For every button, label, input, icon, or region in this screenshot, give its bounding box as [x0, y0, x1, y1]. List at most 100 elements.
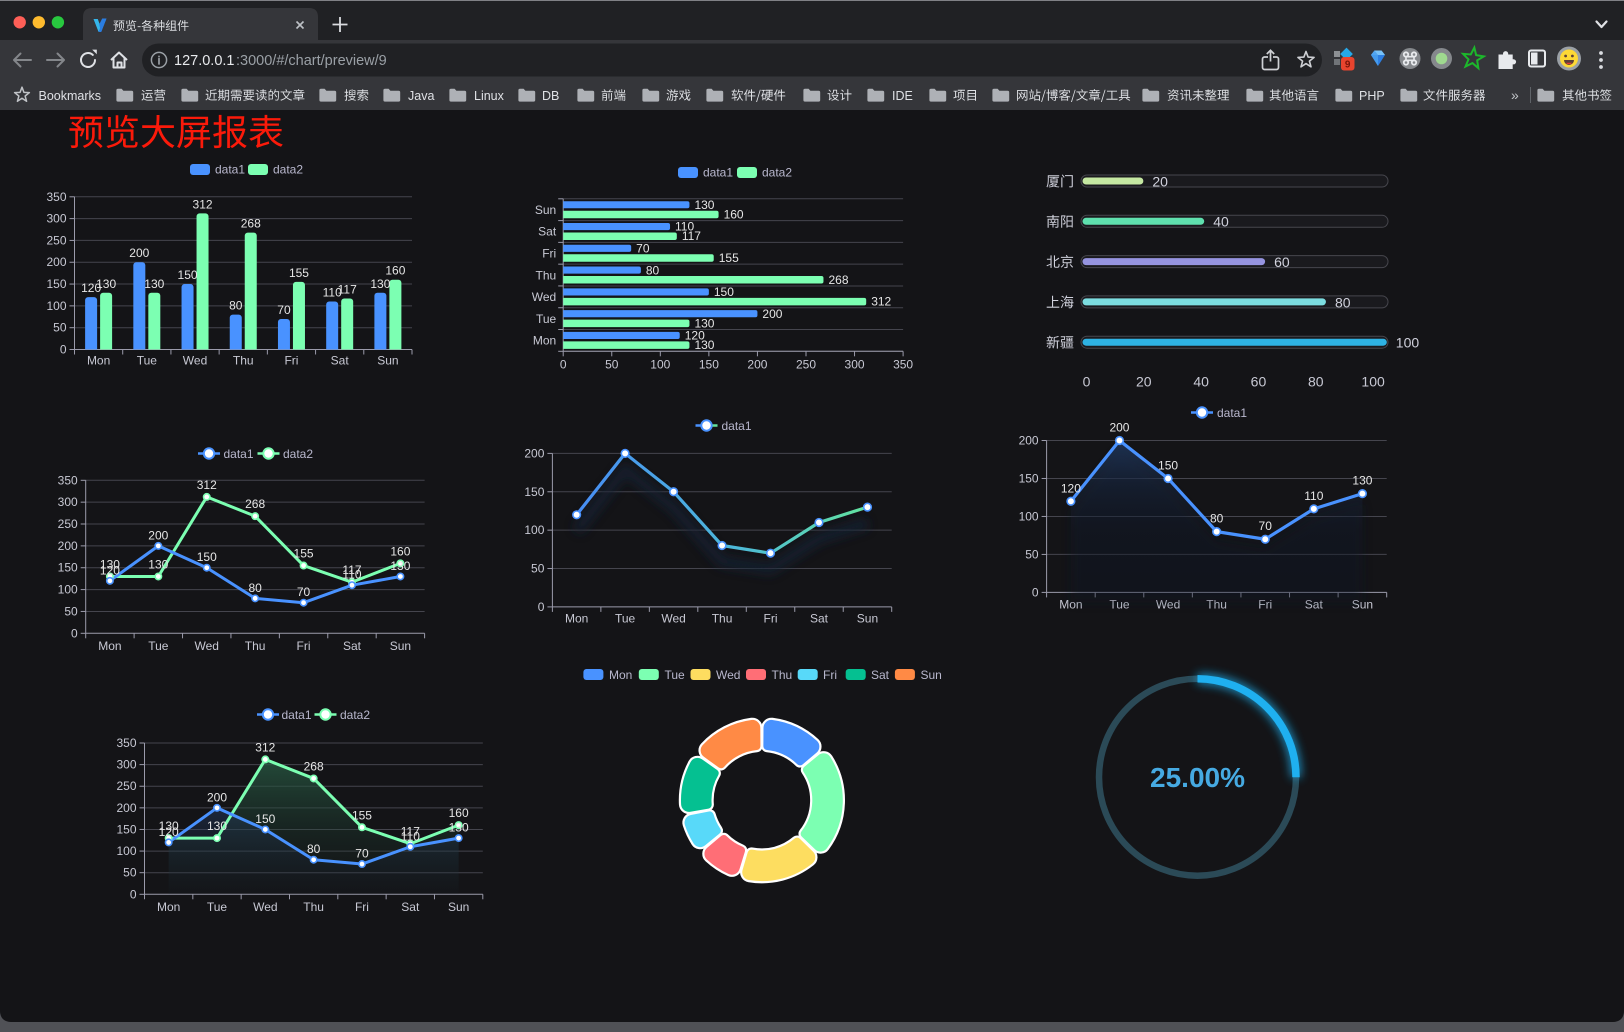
svg-text:Thu: Thu: [536, 268, 557, 282]
svg-text:200: 200: [1109, 421, 1129, 435]
svg-text:Sun: Sun: [377, 354, 398, 368]
svg-text:80: 80: [1335, 294, 1351, 310]
svg-text:Mon: Mon: [533, 334, 556, 348]
svg-text:312: 312: [255, 740, 275, 754]
svg-text:Sun: Sun: [390, 639, 411, 653]
svg-text:130: 130: [159, 819, 179, 833]
svg-text:155: 155: [294, 547, 314, 561]
svg-text:100: 100: [524, 523, 544, 537]
svg-text:100: 100: [46, 299, 66, 313]
svg-text:80: 80: [307, 842, 321, 856]
svg-text:150: 150: [714, 285, 734, 299]
svg-text:Mon: Mon: [98, 639, 121, 653]
svg-text:268: 268: [241, 217, 261, 231]
svg-text:DB: DB: [542, 89, 559, 103]
svg-text:60: 60: [1274, 254, 1290, 270]
svg-text:Sat: Sat: [810, 611, 829, 625]
svg-text:9: 9: [1345, 60, 1351, 71]
svg-text:0: 0: [1032, 585, 1039, 599]
svg-text:data1: data1: [722, 419, 752, 433]
svg-text:80: 80: [1308, 374, 1324, 390]
svg-text:127.0.0.1: 127.0.0.1: [174, 53, 234, 69]
svg-text:Mon: Mon: [565, 611, 588, 625]
svg-text:130: 130: [390, 559, 410, 573]
svg-text:Fri: Fri: [297, 639, 311, 653]
svg-text:117: 117: [338, 282, 357, 296]
svg-text:250: 250: [58, 517, 78, 531]
svg-text:0: 0: [538, 600, 545, 614]
svg-text:250: 250: [46, 233, 66, 247]
svg-text:Thu: Thu: [245, 639, 266, 653]
svg-text:120: 120: [1061, 481, 1081, 495]
svg-text:160: 160: [724, 207, 744, 221]
svg-text:80: 80: [646, 263, 660, 277]
svg-text:0: 0: [60, 343, 67, 357]
svg-text:250: 250: [116, 779, 136, 793]
svg-text:350: 350: [893, 357, 913, 371]
svg-text:0: 0: [560, 357, 567, 371]
svg-text::3000/#/chart/preview/9: :3000/#/chart/preview/9: [236, 53, 387, 69]
svg-text:70: 70: [355, 847, 369, 861]
svg-text:40: 40: [1213, 214, 1229, 230]
svg-text:data2: data2: [340, 708, 370, 722]
svg-text:IDE: IDE: [892, 89, 913, 103]
svg-text:160: 160: [449, 806, 469, 820]
svg-text:Fri: Fri: [355, 900, 369, 914]
svg-text:200: 200: [524, 446, 544, 460]
svg-text:Thu: Thu: [233, 354, 254, 368]
svg-text:Wed: Wed: [532, 290, 556, 304]
svg-text:150: 150: [58, 561, 78, 575]
svg-text:200: 200: [129, 246, 149, 260]
svg-text:20: 20: [1136, 374, 1152, 390]
svg-text:Tue: Tue: [148, 639, 169, 653]
svg-text:300: 300: [116, 758, 136, 772]
svg-text:data2: data2: [762, 166, 792, 180]
svg-text:50: 50: [53, 321, 67, 335]
svg-text:data1: data1: [703, 166, 733, 180]
svg-text:Fri: Fri: [823, 668, 837, 682]
svg-text:200: 200: [747, 357, 767, 371]
svg-text:155: 155: [289, 266, 309, 280]
svg-text:Sun: Sun: [857, 611, 878, 625]
svg-text:»: »: [1511, 87, 1519, 103]
svg-text:120: 120: [81, 281, 101, 295]
svg-text:150: 150: [699, 357, 719, 371]
svg-text:Mon: Mon: [609, 668, 632, 682]
svg-text:Sat: Sat: [343, 639, 362, 653]
svg-text:50: 50: [531, 562, 545, 576]
svg-text:Tue: Tue: [137, 354, 158, 368]
svg-text:120: 120: [159, 825, 179, 839]
svg-text:data2: data2: [283, 447, 313, 461]
svg-text:268: 268: [304, 759, 324, 773]
svg-text:100: 100: [1019, 509, 1039, 523]
svg-text:300: 300: [845, 357, 865, 371]
svg-text:Thu: Thu: [303, 900, 324, 914]
svg-text:Wed: Wed: [253, 900, 277, 914]
svg-text:Sun: Sun: [535, 203, 556, 217]
svg-text:Java: Java: [408, 89, 434, 103]
svg-text:110: 110: [323, 286, 342, 300]
svg-text:Tue: Tue: [536, 312, 557, 326]
svg-text:155: 155: [352, 808, 372, 822]
svg-text:Sat: Sat: [538, 225, 557, 239]
svg-text:70: 70: [277, 303, 291, 317]
svg-text:200: 200: [58, 539, 78, 553]
svg-text:PHP: PHP: [1359, 89, 1385, 103]
svg-text:Fri: Fri: [764, 611, 778, 625]
svg-text:350: 350: [116, 736, 136, 750]
svg-text:268: 268: [245, 497, 265, 511]
svg-text:120: 120: [100, 563, 120, 577]
svg-text:Sat: Sat: [401, 900, 420, 914]
svg-text:Linux: Linux: [474, 89, 505, 103]
svg-text:data1: data1: [282, 708, 312, 722]
svg-text:150: 150: [1158, 458, 1178, 472]
svg-text:312: 312: [193, 197, 213, 211]
svg-text:110: 110: [342, 568, 361, 582]
svg-text:150: 150: [178, 268, 198, 282]
svg-text:130: 130: [144, 277, 164, 291]
svg-text:130: 130: [449, 821, 469, 835]
svg-text:70: 70: [1259, 519, 1273, 533]
svg-text:100: 100: [1396, 335, 1420, 351]
svg-text:350: 350: [46, 190, 66, 204]
svg-text:Fri: Fri: [284, 354, 298, 368]
